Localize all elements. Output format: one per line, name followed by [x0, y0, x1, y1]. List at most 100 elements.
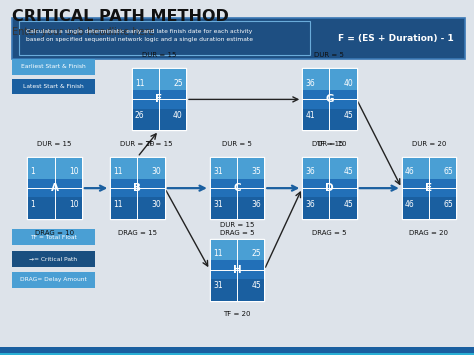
FancyBboxPatch shape — [210, 270, 264, 301]
Text: 41: 41 — [305, 111, 315, 120]
FancyBboxPatch shape — [12, 59, 95, 75]
Text: 35: 35 — [251, 168, 261, 176]
Text: DUR = 5: DUR = 5 — [222, 141, 252, 147]
FancyBboxPatch shape — [0, 347, 474, 355]
Text: TF = 15: TF = 15 — [316, 141, 343, 147]
Text: Enter your sub headline here: Enter your sub headline here — [12, 27, 154, 37]
FancyBboxPatch shape — [27, 179, 82, 197]
Text: 65: 65 — [443, 168, 453, 176]
Text: Calculates a single deterministic early and late finish date for each activity
b: Calculates a single deterministic early … — [26, 29, 253, 42]
Text: D: D — [325, 183, 334, 193]
FancyBboxPatch shape — [210, 157, 264, 219]
Text: 11: 11 — [113, 200, 123, 209]
Text: 11: 11 — [135, 79, 145, 88]
Text: DRAG= Delay Amount: DRAG= Delay Amount — [20, 277, 87, 282]
FancyBboxPatch shape — [210, 261, 264, 279]
Text: 46: 46 — [405, 168, 415, 176]
Text: C: C — [233, 183, 241, 193]
FancyBboxPatch shape — [132, 68, 186, 130]
FancyBboxPatch shape — [402, 157, 456, 219]
Text: E: E — [425, 183, 433, 193]
Text: DRAG = 20: DRAG = 20 — [410, 230, 448, 236]
Text: 45: 45 — [344, 168, 353, 176]
Text: DUR = 15: DUR = 15 — [220, 222, 254, 228]
FancyBboxPatch shape — [12, 251, 95, 267]
Text: 40: 40 — [344, 79, 353, 88]
Text: 26: 26 — [135, 111, 145, 120]
Text: DUR = 10: DUR = 10 — [312, 141, 346, 147]
Text: 45: 45 — [251, 282, 261, 290]
Text: →= Critical Path: →= Critical Path — [29, 257, 77, 262]
FancyBboxPatch shape — [12, 229, 95, 245]
FancyBboxPatch shape — [12, 18, 465, 59]
Text: CRITICAL PATH METHOD: CRITICAL PATH METHOD — [12, 9, 229, 24]
FancyBboxPatch shape — [302, 68, 356, 130]
Text: DRAG = 5: DRAG = 5 — [220, 230, 254, 236]
Text: 25: 25 — [173, 79, 182, 88]
Text: 1: 1 — [31, 168, 36, 176]
FancyBboxPatch shape — [302, 188, 356, 219]
FancyBboxPatch shape — [132, 99, 186, 130]
FancyBboxPatch shape — [302, 179, 356, 197]
FancyBboxPatch shape — [132, 90, 186, 109]
Text: DUR = 15: DUR = 15 — [142, 52, 176, 58]
Text: 31: 31 — [213, 200, 223, 209]
Text: 36: 36 — [305, 200, 315, 209]
Text: DUR = 20: DUR = 20 — [412, 141, 446, 147]
Text: 31: 31 — [213, 282, 223, 290]
FancyBboxPatch shape — [210, 188, 264, 219]
FancyBboxPatch shape — [302, 90, 356, 109]
Text: B: B — [134, 183, 141, 193]
FancyBboxPatch shape — [27, 157, 82, 188]
Text: F = (ES + Duration) - 1: F = (ES + Duration) - 1 — [338, 34, 454, 43]
Text: DUR = 15: DUR = 15 — [37, 141, 72, 147]
FancyBboxPatch shape — [110, 157, 164, 219]
FancyBboxPatch shape — [302, 68, 356, 99]
Text: 11: 11 — [213, 249, 223, 258]
FancyBboxPatch shape — [402, 188, 456, 219]
FancyBboxPatch shape — [210, 239, 264, 301]
FancyBboxPatch shape — [302, 99, 356, 130]
FancyBboxPatch shape — [210, 157, 264, 188]
Text: 40: 40 — [173, 111, 182, 120]
Text: 11: 11 — [113, 168, 123, 176]
Text: 30: 30 — [152, 168, 161, 176]
Text: Earliest Start & Finish: Earliest Start & Finish — [21, 64, 86, 70]
Text: DRAG = 15: DRAG = 15 — [118, 230, 157, 236]
FancyBboxPatch shape — [27, 157, 82, 219]
Text: 45: 45 — [344, 200, 353, 209]
Text: G: G — [325, 94, 334, 104]
Text: 31: 31 — [213, 168, 223, 176]
Text: 65: 65 — [443, 200, 453, 209]
Text: 36: 36 — [251, 200, 261, 209]
FancyBboxPatch shape — [110, 188, 164, 219]
FancyBboxPatch shape — [12, 79, 95, 94]
FancyBboxPatch shape — [210, 179, 264, 197]
FancyBboxPatch shape — [110, 179, 164, 197]
FancyBboxPatch shape — [110, 157, 164, 188]
Text: TF = Total Float: TF = Total Float — [30, 235, 77, 240]
Text: 45: 45 — [344, 111, 353, 120]
Text: 30: 30 — [152, 200, 161, 209]
Text: DRAG = 5: DRAG = 5 — [312, 230, 346, 236]
Text: DUR = 20: DUR = 20 — [120, 141, 155, 147]
FancyBboxPatch shape — [27, 188, 82, 219]
Text: TF = 20: TF = 20 — [223, 311, 251, 317]
FancyBboxPatch shape — [402, 157, 456, 188]
FancyBboxPatch shape — [0, 353, 474, 355]
FancyBboxPatch shape — [210, 239, 264, 270]
FancyBboxPatch shape — [19, 21, 310, 55]
FancyBboxPatch shape — [302, 157, 356, 219]
Text: 10: 10 — [69, 200, 78, 209]
Text: H: H — [233, 265, 241, 275]
FancyBboxPatch shape — [132, 68, 186, 99]
FancyBboxPatch shape — [402, 179, 456, 197]
FancyBboxPatch shape — [302, 157, 356, 188]
Text: Latest Start & Finish: Latest Start & Finish — [23, 84, 84, 89]
Text: TF = 15: TF = 15 — [145, 141, 173, 147]
Text: 25: 25 — [251, 249, 261, 258]
Text: F: F — [155, 94, 163, 104]
Text: 10: 10 — [69, 168, 78, 176]
Text: 46: 46 — [405, 200, 415, 209]
Text: 36: 36 — [305, 79, 315, 88]
